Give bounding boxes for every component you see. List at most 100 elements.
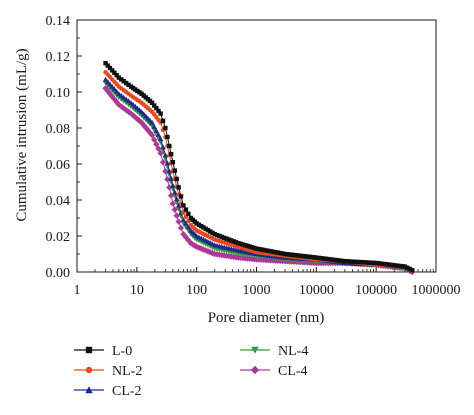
- x-tick-label: 1000000: [412, 283, 461, 298]
- data-point: [121, 94, 127, 100]
- data-point: [326, 256, 331, 262]
- data-point: [252, 245, 257, 251]
- data-point: [165, 134, 170, 140]
- data-point: [176, 185, 181, 190]
- legend-label: CL-2: [112, 384, 142, 399]
- y-tick-label: 0.02: [46, 230, 71, 245]
- data-point: [102, 85, 109, 92]
- data-point: [185, 224, 192, 230]
- data-point: [407, 266, 412, 272]
- data-point: [115, 101, 123, 108]
- data-point: [158, 111, 163, 116]
- x-tick-label: 100000: [355, 283, 397, 298]
- x-tick-label: 100: [186, 283, 207, 298]
- data-point: [245, 243, 250, 249]
- data-point: [183, 220, 189, 226]
- data-point: [344, 259, 350, 264]
- data-point: [178, 194, 184, 199]
- data-point: [153, 128, 160, 133]
- data-point: [395, 263, 400, 268]
- data-point: [323, 256, 329, 261]
- data-point: [180, 217, 187, 222]
- y-axis: 0.00 0.02 0.04 0.06 0.08 0.10 0.12 0.14: [46, 14, 82, 281]
- data-point: [157, 136, 164, 141]
- legend-marker: [85, 366, 93, 374]
- data-point: [177, 224, 185, 232]
- data-point: [103, 61, 108, 66]
- data-point: [266, 248, 271, 254]
- data-point: [175, 202, 182, 208]
- data-point: [259, 247, 264, 252]
- legend-item: CL-2: [74, 384, 142, 399]
- data-point: [160, 148, 166, 154]
- data-point: [107, 81, 113, 87]
- legend-marker: [85, 386, 93, 394]
- legend-label: CL-4: [278, 364, 308, 379]
- data-point: [194, 221, 199, 226]
- data-point: [169, 200, 177, 207]
- data-point: [123, 96, 129, 102]
- data-point: [238, 241, 243, 247]
- data-point: [160, 118, 166, 123]
- legend-label: NL-4: [278, 344, 308, 359]
- data-point: [224, 236, 229, 241]
- data-point: [282, 251, 288, 257]
- data-point: [256, 246, 262, 252]
- data-point: [138, 119, 145, 126]
- data-point: [198, 223, 204, 229]
- data-point: [316, 255, 321, 261]
- data-point: [162, 156, 169, 162]
- data-point: [104, 87, 111, 95]
- data-point: [342, 259, 348, 264]
- data-point: [125, 98, 132, 104]
- x-tick-label: 1: [74, 283, 81, 298]
- data-point: [388, 262, 393, 267]
- data-point: [166, 184, 173, 191]
- x-tick-label: 10: [130, 283, 144, 298]
- series-line: [105, 62, 413, 271]
- data-point: [247, 244, 252, 249]
- data-point: [328, 257, 333, 262]
- data-point: [291, 252, 297, 258]
- legend-item: NL-2: [74, 364, 142, 379]
- data-point: [127, 110, 135, 117]
- data-point: [111, 96, 118, 103]
- data-point: [107, 65, 113, 71]
- data-point: [174, 200, 180, 206]
- data-point: [270, 249, 276, 254]
- data-point: [369, 260, 374, 265]
- data-point: [119, 77, 124, 82]
- data-point: [378, 261, 384, 266]
- data-point: [353, 259, 359, 265]
- series-cl-2: [102, 76, 415, 273]
- data-point: [365, 260, 370, 265]
- series-line: [105, 79, 413, 271]
- data-point: [254, 246, 259, 251]
- data-point: [171, 206, 178, 213]
- data-point: [155, 132, 162, 137]
- data-point: [229, 238, 234, 243]
- data-point: [102, 76, 109, 82]
- data-point: [203, 226, 208, 231]
- data-point: [373, 260, 379, 266]
- data-point: [381, 261, 386, 267]
- data-point: [146, 129, 154, 136]
- data-point: [318, 256, 324, 261]
- data-point: [233, 240, 239, 245]
- data-point: [294, 253, 299, 258]
- data-point: [261, 247, 266, 253]
- data-point: [174, 196, 180, 201]
- data-point: [166, 172, 173, 178]
- data-point: [309, 254, 315, 260]
- data-point: [120, 105, 127, 112]
- data-point: [132, 114, 139, 121]
- data-point: [333, 257, 338, 263]
- data-point: [335, 258, 340, 263]
- data-point: [349, 259, 354, 264]
- data-point: [371, 260, 377, 266]
- data-point: [109, 83, 115, 89]
- data-point: [172, 193, 178, 199]
- data-point: [168, 151, 174, 157]
- data-point: [160, 144, 166, 150]
- data-point: [314, 255, 319, 260]
